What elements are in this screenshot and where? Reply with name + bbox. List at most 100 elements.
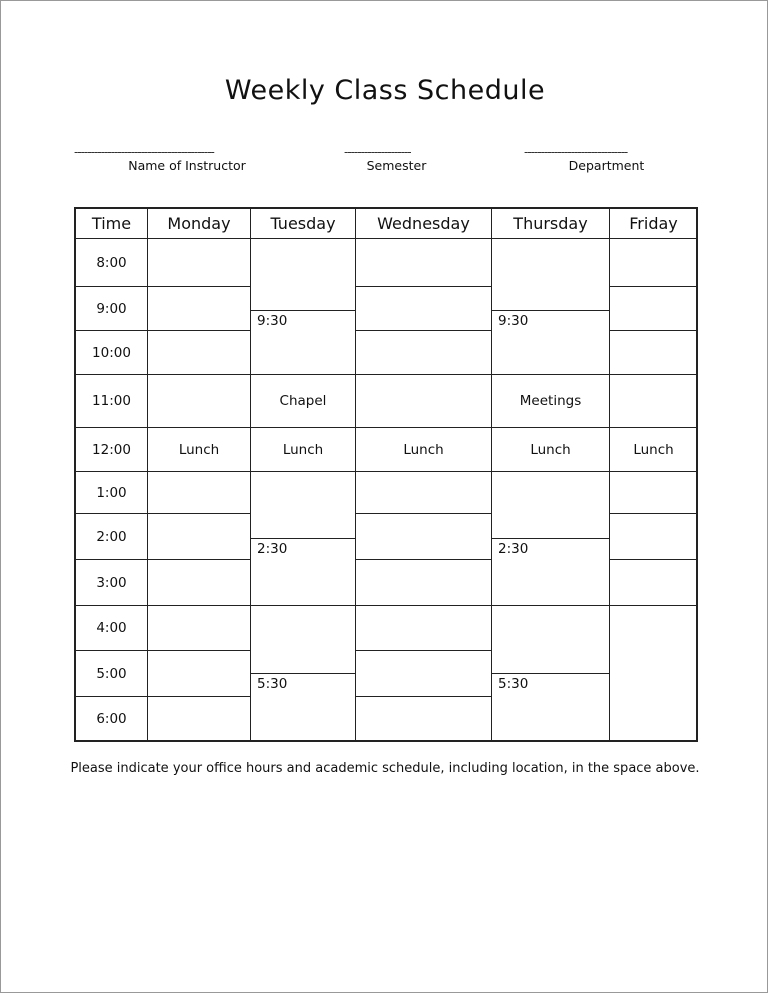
time-900: 9:00 — [75, 286, 148, 331]
semester-field[interactable]: -------------------- — [344, 145, 412, 159]
header-wednesday-text: Wednesday — [377, 214, 470, 233]
header-thursday-text: Thursday — [513, 214, 588, 233]
time-500-text: 5:00 — [96, 665, 127, 682]
instructor-name-label: Name of Instructor — [128, 158, 246, 173]
header-wednesday: Wednesday — [355, 208, 492, 239]
tuesday-block[interactable]: 5:30 — [250, 673, 356, 742]
tuesday-block[interactable] — [250, 471, 356, 539]
time-200-text: 2:00 — [96, 528, 127, 545]
tuesday-block[interactable]: 9:30 — [250, 310, 356, 375]
time-800-text: 8:00 — [96, 254, 127, 271]
wednesday-slot[interactable] — [355, 238, 492, 287]
header-tuesday: Tuesday — [250, 208, 356, 239]
monday-lunch-text: Lunch — [178, 441, 220, 458]
time-100-text: 1:00 — [96, 484, 127, 501]
monday-lunch[interactable]: Lunch — [147, 427, 251, 472]
time-300: 3:00 — [75, 559, 148, 606]
tuesday-block-text: Chapel — [279, 393, 327, 409]
thursday-block[interactable] — [491, 238, 610, 311]
monday-slot[interactable] — [147, 471, 251, 514]
time-400: 4:00 — [75, 605, 148, 651]
friday-slot-4-6[interactable] — [609, 605, 698, 742]
wednesday-slot[interactable] — [355, 513, 492, 560]
time-1000: 10:00 — [75, 330, 148, 375]
tuesday-block-text: Lunch — [282, 441, 324, 458]
thursday-block[interactable]: Lunch — [491, 427, 610, 472]
time-200: 2:00 — [75, 513, 148, 560]
thursday-block-text: 2:30 — [498, 541, 529, 557]
header-friday: Friday — [609, 208, 698, 239]
time-300-text: 3:00 — [96, 574, 127, 591]
monday-slot[interactable] — [147, 559, 251, 606]
thursday-block-text: 9:30 — [498, 313, 529, 329]
instructor-name-field[interactable]: ----------------------------------------… — [74, 145, 215, 159]
wednesday-slot[interactable] — [355, 696, 492, 742]
header-friday-text: Friday — [629, 214, 678, 233]
wednesday-slot[interactable] — [355, 650, 492, 697]
thursday-block[interactable]: Meetings — [491, 374, 610, 428]
time-1100-text: 11:00 — [92, 393, 131, 409]
friday-slot[interactable] — [609, 374, 698, 428]
monday-slot[interactable] — [147, 286, 251, 331]
time-1100: 11:00 — [75, 374, 148, 428]
thursday-block-text: Meetings — [519, 393, 582, 409]
time-1200-text: 12:00 — [92, 441, 131, 458]
department-label: Department — [568, 158, 645, 173]
monday-slot[interactable] — [147, 330, 251, 375]
time-100: 1:00 — [75, 471, 148, 514]
monday-slot[interactable] — [147, 374, 251, 428]
monday-slot[interactable] — [147, 605, 251, 651]
time-400-text: 4:00 — [96, 620, 127, 636]
page-title: Weekly Class Schedule — [224, 75, 546, 106]
wednesday-slot[interactable] — [355, 471, 492, 514]
friday-slot[interactable] — [609, 559, 698, 606]
header-monday-text: Monday — [167, 214, 231, 233]
thursday-block[interactable] — [491, 471, 610, 539]
time-600-text: 6:00 — [96, 711, 127, 727]
wednesday-slot[interactable] — [355, 374, 492, 428]
tuesday-block-text: 5:30 — [257, 676, 288, 692]
tuesday-block-text: 2:30 — [257, 541, 288, 557]
monday-slot[interactable] — [147, 238, 251, 287]
time-1000-text: 10:00 — [92, 344, 131, 361]
footer-instructions: Please indicate your office hours and ac… — [70, 761, 700, 776]
friday-lunch[interactable]: Lunch — [609, 427, 698, 472]
friday-lunch-text: Lunch — [633, 441, 674, 458]
friday-slot[interactable] — [609, 471, 698, 514]
tuesday-block[interactable]: Chapel — [250, 374, 356, 428]
wednesday-slot[interactable] — [355, 605, 492, 651]
thursday-block-text: 5:30 — [498, 676, 529, 692]
thursday-block-text: Lunch — [530, 441, 571, 458]
wednesday-slot[interactable] — [355, 286, 492, 331]
tuesday-block[interactable]: 2:30 — [250, 538, 356, 606]
thursday-block[interactable]: 5:30 — [491, 673, 610, 742]
monday-slot[interactable] — [147, 650, 251, 697]
header-time-text: Time — [91, 214, 132, 233]
time-600: 6:00 — [75, 696, 148, 742]
wednesday-slot[interactable] — [355, 559, 492, 606]
friday-slot[interactable] — [609, 513, 698, 560]
header-tuesday-text: Tuesday — [270, 214, 336, 233]
time-500: 5:00 — [75, 650, 148, 697]
friday-slot[interactable] — [609, 286, 698, 331]
friday-slot[interactable] — [609, 238, 698, 287]
semester-label: Semester — [366, 158, 427, 173]
time-800: 8:00 — [75, 238, 148, 287]
monday-slot[interactable] — [147, 513, 251, 560]
tuesday-block[interactable] — [250, 238, 356, 311]
time-900-text: 9:00 — [96, 300, 127, 317]
friday-slot[interactable] — [609, 330, 698, 375]
wednesday-slot[interactable] — [355, 330, 492, 375]
time-1200: 12:00 — [75, 427, 148, 472]
thursday-block[interactable]: 9:30 — [491, 310, 610, 375]
tuesday-block-text: 9:30 — [257, 313, 288, 329]
department-field[interactable]: ------------------------------- — [524, 145, 628, 159]
wednesday-lunch-text: Lunch — [403, 441, 444, 458]
tuesday-block[interactable]: Lunch — [250, 427, 356, 472]
monday-slot[interactable] — [147, 696, 251, 742]
tuesday-block[interactable] — [250, 605, 356, 674]
wednesday-lunch[interactable]: Lunch — [355, 427, 492, 472]
thursday-block[interactable]: 2:30 — [491, 538, 610, 606]
thursday-block[interactable] — [491, 605, 610, 674]
header-monday: Monday — [147, 208, 251, 239]
